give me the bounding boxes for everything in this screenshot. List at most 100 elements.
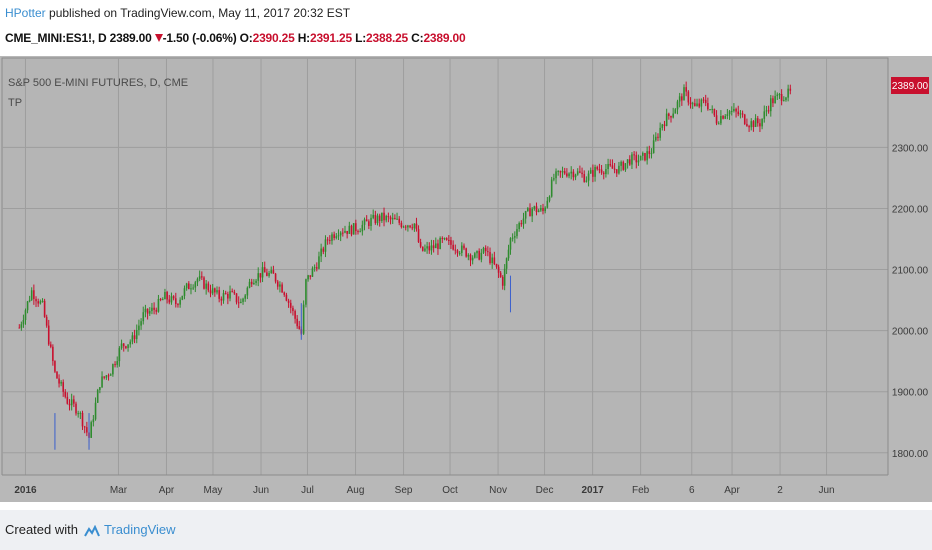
candle-body bbox=[324, 239, 327, 252]
candle-body bbox=[276, 281, 279, 287]
candle-body bbox=[166, 291, 168, 300]
publish-line: HPotter published on TradingView.com, Ma… bbox=[5, 6, 350, 20]
candle-body bbox=[557, 170, 559, 172]
candle-body bbox=[581, 172, 583, 175]
candle-body bbox=[411, 227, 414, 229]
candles[interactable] bbox=[18, 81, 792, 450]
candle-body bbox=[782, 100, 785, 102]
candle-body bbox=[559, 170, 562, 173]
candle-body bbox=[235, 293, 238, 303]
candle-body bbox=[37, 301, 39, 304]
high-value: 2391.25 bbox=[309, 31, 352, 45]
candle-body bbox=[370, 217, 372, 226]
candle-body bbox=[592, 170, 594, 177]
candle-body bbox=[441, 237, 444, 239]
candle-body bbox=[381, 212, 383, 222]
candle-body bbox=[413, 223, 416, 229]
candle-body bbox=[613, 168, 616, 170]
candle-body bbox=[342, 232, 344, 234]
candle-body bbox=[283, 292, 286, 295]
x-tick-label: Aug bbox=[347, 485, 365, 496]
candle-body bbox=[50, 344, 52, 347]
x-tick-label: May bbox=[204, 485, 223, 496]
candle-body bbox=[309, 275, 312, 277]
candle-body bbox=[524, 211, 527, 219]
price-axis[interactable] bbox=[888, 58, 932, 475]
candle-body bbox=[655, 136, 657, 141]
candle-body bbox=[434, 243, 437, 249]
candle-body bbox=[439, 237, 441, 249]
candle-body bbox=[391, 217, 394, 220]
candle-body bbox=[437, 243, 439, 249]
candle-body bbox=[361, 224, 364, 232]
candle-body bbox=[296, 318, 298, 327]
price-change: -1.50 (-0.06%) bbox=[162, 31, 237, 45]
candle-body bbox=[717, 123, 720, 125]
candle-body bbox=[402, 226, 405, 228]
candle-body bbox=[272, 270, 275, 274]
candle-body bbox=[357, 231, 359, 233]
candle-body bbox=[348, 225, 351, 234]
candle-body bbox=[60, 382, 62, 384]
candle-body bbox=[493, 257, 496, 264]
candle-body bbox=[452, 244, 454, 250]
candle-body bbox=[450, 240, 452, 245]
candle-body bbox=[73, 399, 75, 404]
candle-body bbox=[112, 364, 114, 375]
candle-body bbox=[615, 169, 618, 174]
candle-body bbox=[572, 171, 575, 178]
y-tick-label: 1900.00 bbox=[892, 388, 929, 399]
candle-body bbox=[54, 361, 56, 372]
symbol-label[interactable]: CME_MINI:ES1!, D bbox=[5, 31, 107, 45]
time-axis[interactable] bbox=[0, 475, 932, 502]
x-tick-label: Sep bbox=[395, 485, 413, 496]
tradingview-brand[interactable]: TradingView bbox=[103, 522, 176, 537]
candle-body bbox=[114, 364, 116, 366]
candle-body bbox=[774, 96, 776, 104]
candle-body bbox=[535, 206, 538, 213]
candle-body bbox=[484, 247, 487, 252]
candle-body bbox=[540, 207, 542, 211]
candle-body bbox=[164, 291, 166, 300]
candle-body bbox=[709, 109, 711, 111]
candle-body bbox=[661, 124, 664, 128]
candle-body bbox=[237, 302, 240, 304]
candle-body bbox=[131, 335, 134, 342]
candle-body bbox=[294, 311, 296, 319]
candle-body bbox=[70, 399, 73, 406]
candle-body bbox=[728, 111, 731, 115]
candle-body bbox=[499, 272, 502, 277]
candle-body bbox=[419, 242, 422, 247]
candle-body bbox=[589, 170, 592, 174]
candle-body bbox=[704, 99, 707, 104]
candle-body bbox=[469, 254, 472, 261]
candle-body bbox=[246, 287, 249, 296]
candle-body bbox=[694, 103, 696, 106]
candle-body bbox=[522, 218, 525, 225]
candle-body bbox=[711, 108, 714, 110]
candle-body bbox=[696, 103, 698, 106]
chart-area[interactable]: 1800.00 1900.00 2000.00 2100.00 2200.00 2300.… bbox=[0, 56, 932, 502]
candle-body bbox=[83, 426, 86, 428]
candle-body bbox=[548, 196, 551, 201]
indicator-label: TP bbox=[8, 97, 22, 109]
candle-body bbox=[417, 229, 420, 243]
candle-body bbox=[650, 153, 653, 155]
candle-body bbox=[242, 298, 244, 302]
y-tick-label: 1800.00 bbox=[892, 449, 929, 460]
x-tick-label: Apr bbox=[724, 485, 740, 496]
x-tick-label: 6 bbox=[689, 485, 695, 496]
price-chart[interactable]: 1800.00 1900.00 2000.00 2100.00 2200.00 2300.… bbox=[0, 56, 932, 502]
candle-body bbox=[691, 103, 694, 105]
x-tick-label: Nov bbox=[489, 485, 507, 496]
candle-body bbox=[789, 88, 792, 91]
candle-body bbox=[318, 256, 320, 269]
candle-body bbox=[635, 155, 638, 163]
author-link[interactable]: HPotter bbox=[5, 6, 46, 20]
candle-body bbox=[181, 295, 184, 300]
plot-area[interactable] bbox=[1, 57, 889, 476]
candle-body bbox=[302, 304, 305, 334]
candle-body bbox=[255, 280, 257, 283]
candle-body bbox=[218, 290, 220, 299]
candle-body bbox=[659, 127, 661, 138]
